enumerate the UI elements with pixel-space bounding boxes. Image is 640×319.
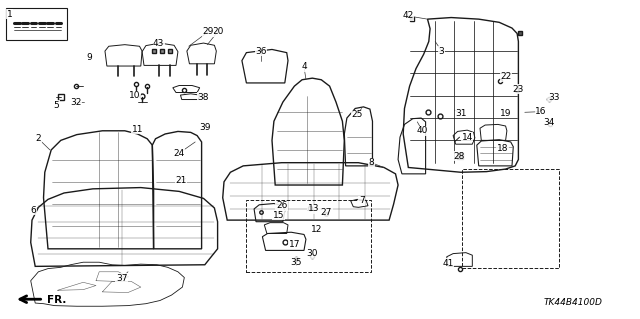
Text: 23: 23: [513, 85, 524, 94]
Text: 27: 27: [321, 208, 332, 217]
Bar: [6, 8, 67, 40]
Text: 36: 36: [255, 47, 267, 56]
Text: 7: 7: [359, 197, 364, 205]
Bar: [246, 200, 371, 272]
Text: 33: 33: [548, 93, 559, 102]
Text: 38: 38: [198, 93, 209, 102]
Text: 13: 13: [308, 204, 319, 213]
Text: 21: 21: [175, 176, 187, 185]
Text: 42: 42: [403, 11, 414, 20]
Text: 34: 34: [543, 118, 555, 127]
Text: 19: 19: [500, 109, 511, 118]
Text: 16: 16: [535, 107, 547, 116]
Text: 41: 41: [442, 259, 454, 268]
Text: 35: 35: [290, 258, 301, 267]
Text: 5: 5: [54, 101, 59, 110]
Text: 15: 15: [273, 211, 284, 220]
Text: 18: 18: [497, 144, 508, 153]
Text: 17: 17: [289, 240, 300, 249]
Text: 22: 22: [500, 72, 511, 81]
Text: 14: 14: [461, 133, 473, 142]
Text: 24: 24: [173, 149, 185, 158]
Text: 11: 11: [132, 125, 143, 134]
Text: 20: 20: [212, 27, 223, 36]
Text: 28: 28: [454, 152, 465, 161]
Text: 12: 12: [311, 225, 323, 234]
Text: 10: 10: [129, 91, 140, 100]
Text: 9: 9: [87, 53, 92, 62]
Text: 43: 43: [153, 39, 164, 48]
Text: 8: 8: [369, 158, 374, 167]
Text: 31: 31: [455, 109, 467, 118]
Text: 4: 4: [301, 63, 307, 71]
Text: 3: 3: [439, 47, 444, 56]
Text: 39: 39: [199, 123, 211, 132]
Text: 32: 32: [70, 98, 81, 107]
Text: 25: 25: [351, 110, 363, 119]
Text: 2: 2: [36, 134, 41, 143]
Text: 29: 29: [202, 27, 214, 36]
Text: 6: 6: [31, 206, 36, 215]
Text: FR.: FR.: [47, 295, 66, 305]
Text: 30: 30: [307, 249, 318, 258]
Text: 1: 1: [7, 10, 12, 19]
Text: 40: 40: [417, 126, 428, 135]
Text: 26: 26: [276, 201, 287, 210]
Text: 37: 37: [116, 274, 127, 283]
Text: TK44B4100D: TK44B4100D: [543, 298, 602, 307]
Bar: [462, 169, 559, 268]
